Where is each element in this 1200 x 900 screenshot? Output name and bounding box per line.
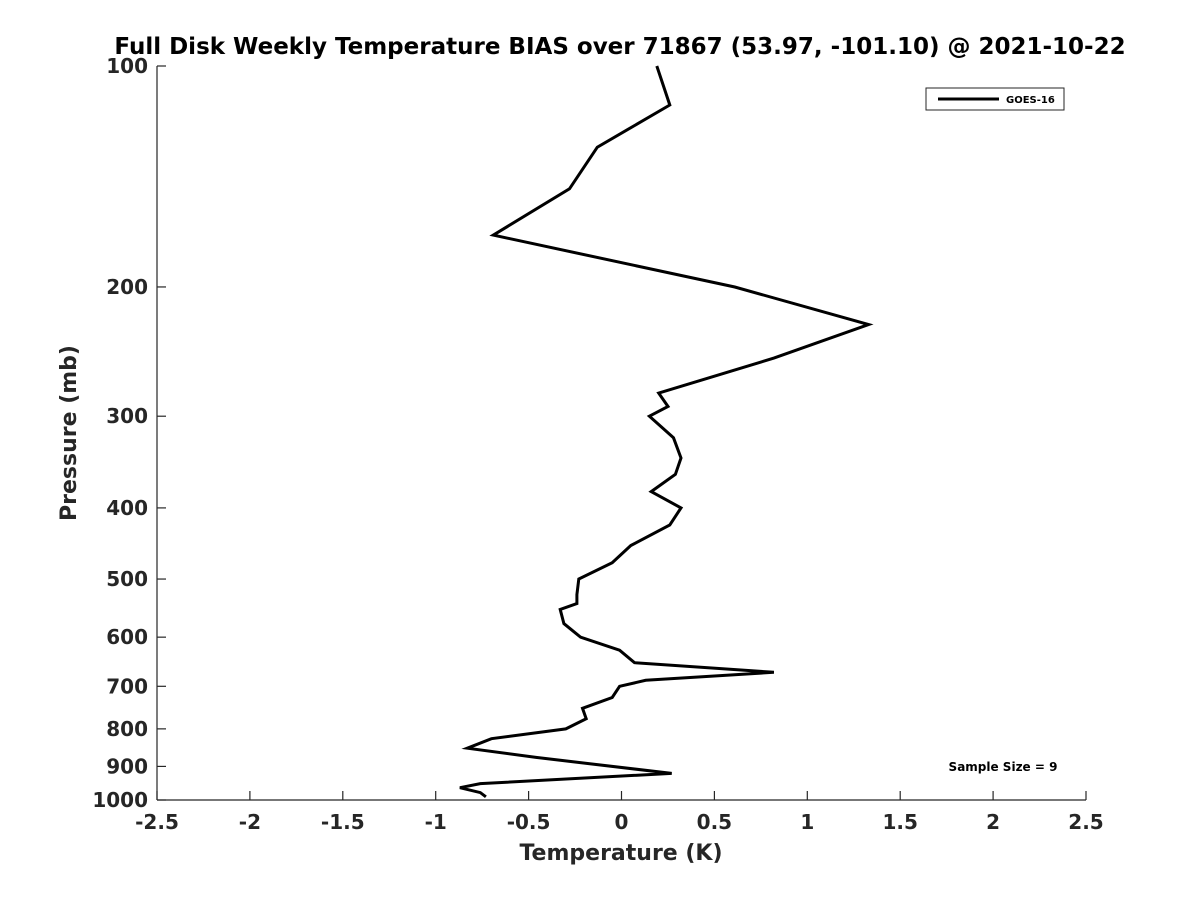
- y-tick-label: 1000: [92, 788, 148, 812]
- y-tick-label: 600: [106, 625, 148, 649]
- x-tick-label: -2: [239, 810, 261, 834]
- y-tick-label: 900: [106, 754, 148, 778]
- x-tick-label: 2.5: [1068, 810, 1103, 834]
- y-tick-label: 800: [106, 717, 148, 741]
- x-tick-label: -1.5: [321, 810, 365, 834]
- x-tick-label: -2.5: [135, 810, 179, 834]
- sample-size-annotation: Sample Size = 9: [949, 760, 1058, 774]
- chart-title: Full Disk Weekly Temperature BIAS over 7…: [114, 34, 1125, 60]
- y-axis-label: Pressure (mb): [57, 345, 82, 521]
- y-tick-label: 700: [106, 674, 148, 698]
- legend: GOES-16: [925, 87, 1065, 111]
- x-tick-label: 2: [986, 810, 1000, 834]
- legend-entry-goes-16: GOES-16: [1006, 95, 1055, 106]
- x-axis-label: Temperature (K): [519, 841, 722, 866]
- y-tick-label: 500: [106, 567, 148, 591]
- x-tick-label: -1: [425, 810, 447, 834]
- y-tick-label: 400: [106, 496, 148, 520]
- x-tick-label: 0: [615, 810, 629, 834]
- y-tick-label: 200: [106, 275, 148, 299]
- y-tick-label: 300: [106, 404, 148, 428]
- y-tick-label: 100: [106, 54, 148, 78]
- x-tick-label: 0.5: [697, 810, 732, 834]
- axes: [156, 66, 1086, 801]
- series-line-goes-16: [459, 65, 874, 798]
- axis-ticks: -2.5 -2 -1.5 -1 -0.5 0 0.5 1 1.5 2 2.5 100 200 300 400…: [92, 54, 1103, 834]
- x-tick-label: -0.5: [507, 810, 551, 834]
- x-tick-label: 1: [800, 810, 814, 834]
- series-layer: [459, 65, 874, 798]
- x-tick-label: 1.5: [882, 810, 917, 834]
